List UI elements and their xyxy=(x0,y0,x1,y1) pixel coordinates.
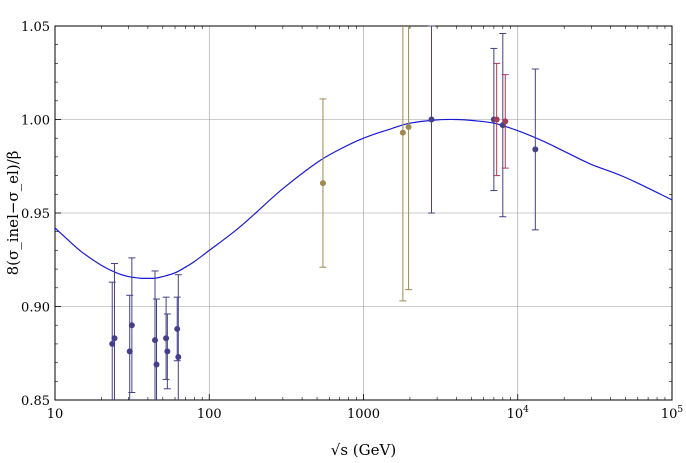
x-tick-exponent: 5 xyxy=(677,405,683,415)
data-marker xyxy=(405,123,412,130)
model-curve-layer xyxy=(54,118,673,279)
ticks-layer: 10 100 1000 104 105 0.85 0.90 0.95 1.00 1.05 xyxy=(21,20,683,422)
data-marker xyxy=(153,361,160,368)
data-marker xyxy=(174,325,181,332)
data-marker xyxy=(128,322,135,329)
y-tick-label-1: 0.90 xyxy=(21,301,50,316)
data-marker xyxy=(319,180,326,187)
model-curve xyxy=(54,118,673,279)
y-tick-label-3: 1.00 xyxy=(21,114,50,129)
data-point xyxy=(428,25,436,214)
y-tick-label-4: 1.05 xyxy=(21,20,50,35)
y-tick-label-2: 0.95 xyxy=(21,207,50,222)
data-point xyxy=(493,62,501,177)
data-point xyxy=(531,68,539,231)
x-tick-exponent: 4 xyxy=(523,405,529,415)
data-point xyxy=(108,281,116,400)
data-marker xyxy=(126,348,133,355)
data-marker xyxy=(175,353,182,360)
data-marker xyxy=(399,129,406,136)
y-axis-label: 8(σ_inel−σ_el)/β xyxy=(4,151,22,276)
data-point xyxy=(501,74,509,169)
data-point xyxy=(162,296,170,380)
data-marker xyxy=(109,340,116,347)
data-point xyxy=(174,274,182,400)
x-tick-label-1: 100 xyxy=(197,407,222,422)
x-axis-label: √s (GeV) xyxy=(331,441,396,459)
data-point xyxy=(399,26,407,302)
y-tick-label-0: 0.85 xyxy=(21,394,50,409)
data-marker xyxy=(428,116,435,123)
x-tick-label-2: 1000 xyxy=(347,407,380,422)
x-tick-label-3: 104 xyxy=(507,405,530,422)
data-marker xyxy=(164,348,171,355)
data-marker xyxy=(152,337,159,344)
data-marker xyxy=(532,146,539,153)
data-marker xyxy=(493,116,500,123)
data-point xyxy=(152,298,160,400)
data-point xyxy=(405,26,413,291)
data-marker xyxy=(111,335,118,342)
data-point xyxy=(151,270,159,400)
data-point xyxy=(128,257,136,394)
data-marker xyxy=(163,335,170,342)
x-tick-label-4: 105 xyxy=(661,405,684,422)
grid xyxy=(54,25,673,401)
data-point xyxy=(163,313,171,390)
data-marker xyxy=(502,118,509,125)
x-tick-label-0: 10 xyxy=(47,407,64,422)
data-point xyxy=(110,262,118,400)
data-points-layer xyxy=(108,25,539,400)
data-point xyxy=(319,98,327,268)
